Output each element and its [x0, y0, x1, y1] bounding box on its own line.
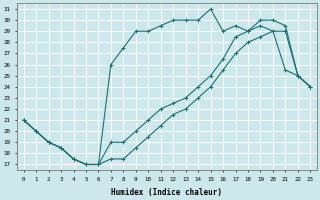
X-axis label: Humidex (Indice chaleur): Humidex (Indice chaleur): [111, 188, 222, 197]
